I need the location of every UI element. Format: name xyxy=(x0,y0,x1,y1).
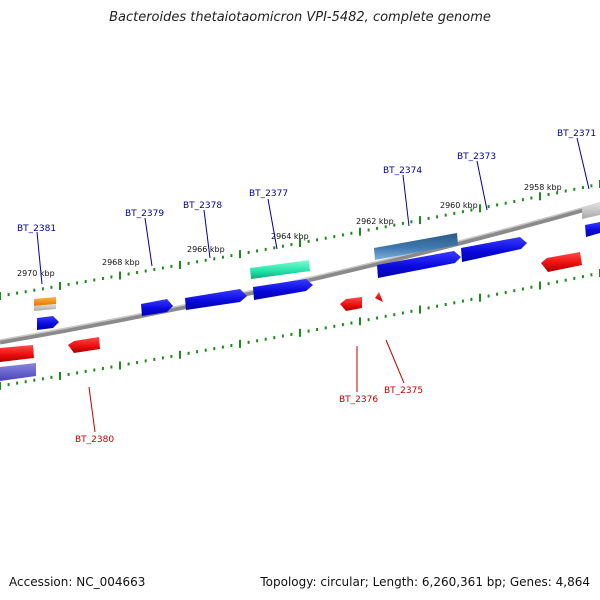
gene-arrow-red-right[interactable] xyxy=(541,252,582,272)
gene-arrow-purple-left[interactable] xyxy=(0,363,36,381)
forward-label-leaders xyxy=(36,137,590,285)
gene-label-bt2379[interactable]: BT_2379 xyxy=(125,209,164,219)
scale-label-2968: 2968 kbp xyxy=(102,258,140,267)
gene-label-bt2374[interactable]: BT_2374 xyxy=(383,166,422,176)
gene-arrow-bt2378[interactable] xyxy=(185,289,247,310)
scale-label-2970: 2970 kbp xyxy=(17,269,55,278)
genome-backbone-highlight xyxy=(0,202,600,341)
gene-label-bt2376[interactable]: BT_2376 xyxy=(339,395,378,405)
gene-label-bt2375[interactable]: BT_2375 xyxy=(384,386,423,396)
outer-scale-ticks xyxy=(0,180,600,300)
gene-arrow-bt2380[interactable] xyxy=(68,337,100,353)
genome-backbone xyxy=(0,202,600,345)
gene-arrow-bt2379[interactable] xyxy=(141,299,173,316)
gene-label-bt2371[interactable]: BT_2371 xyxy=(557,129,596,139)
scale-label-2966: 2966 kbp xyxy=(187,245,225,254)
gene-label-bt2377[interactable]: BT_2377 xyxy=(249,189,288,199)
gene-feature-bt2374[interactable] xyxy=(374,233,461,278)
gene-arrow-red-left[interactable] xyxy=(0,345,34,362)
scale-label-2964: 2964 kbp xyxy=(271,232,309,241)
scale-label-2962: 2962 kbp xyxy=(356,217,394,226)
genome-info-text: Topology: circular; Length: 6,260,361 bp… xyxy=(260,575,590,589)
inner-scale-ticks xyxy=(0,269,600,390)
gene-feature-orange[interactable] xyxy=(34,297,56,311)
gene-label-bt2378[interactable]: BT_2378 xyxy=(183,201,222,211)
gene-label-bt2380[interactable]: BT_2380 xyxy=(75,435,114,445)
scale-label-2958: 2958 kbp xyxy=(524,183,562,192)
gene-label-bt2373[interactable]: BT_2373 xyxy=(457,152,496,162)
gene-arrow-bt2375[interactable] xyxy=(375,292,383,302)
scale-label-2960: 2960 kbp xyxy=(440,201,478,210)
map-title: Bacteroides thetaiotaomicron VPI-5482, c… xyxy=(109,10,491,25)
reverse-label-leaders xyxy=(88,339,405,433)
gene-feature-bt2371[interactable] xyxy=(582,203,600,237)
gene-label-bt2381[interactable]: BT_2381 xyxy=(17,224,56,234)
gene-arrow-bt2381[interactable] xyxy=(37,316,59,330)
gene-arrow-bt2376[interactable] xyxy=(340,297,362,311)
accession-text: Accession: NC_004663 xyxy=(9,575,146,589)
gene-feature-bt2377[interactable] xyxy=(250,260,313,300)
gene-arrow-bt2373[interactable] xyxy=(461,237,527,262)
